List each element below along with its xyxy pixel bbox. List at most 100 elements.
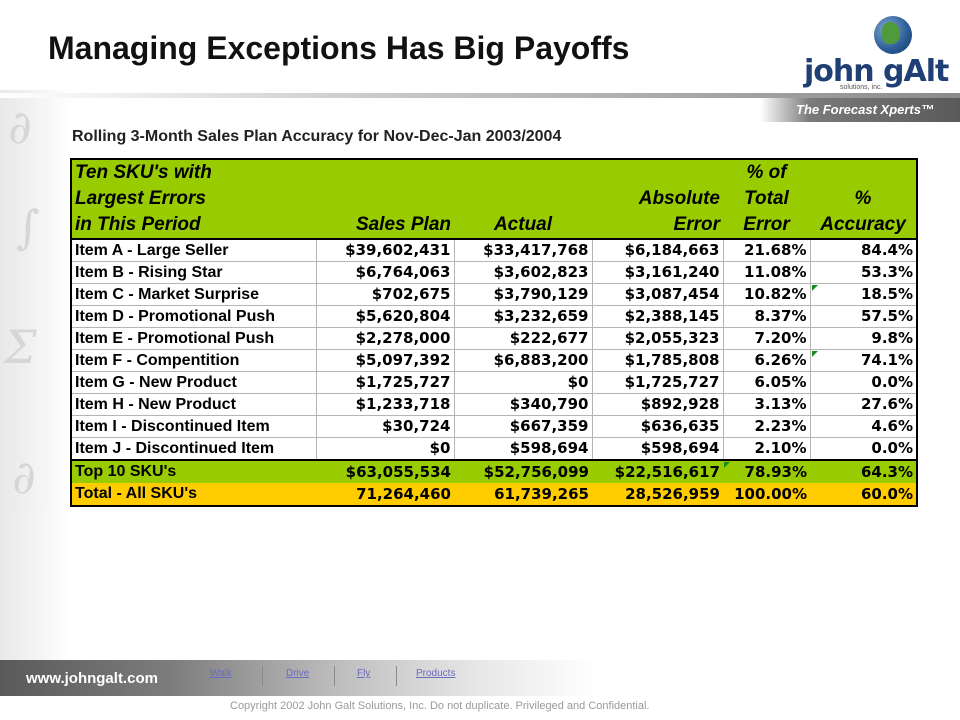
sku-name-cell: Top 10 SKU's xyxy=(71,459,316,483)
nav-link-fly[interactable]: Fly xyxy=(357,668,371,679)
deco-glyph: ∂ xyxy=(8,100,32,154)
actual-cell: $3,790,129 xyxy=(453,283,593,306)
sku-name-cell: Item J - Discontinued Item xyxy=(70,437,317,461)
nav-separator xyxy=(334,666,335,686)
header-row: Largest Errors Absolute Total % xyxy=(71,186,917,212)
accuracy-cell: 18.5% xyxy=(809,283,918,306)
sku-name-cell: Item C - Market Surprise xyxy=(70,283,317,306)
accuracy-cell: 0.0% xyxy=(809,371,918,394)
sales-plan-cell: $30,724 xyxy=(315,415,455,438)
total-summary-row: Total - All SKU's 71,264,460 61,739,265 … xyxy=(71,483,917,507)
header-cell xyxy=(592,159,723,186)
header-cell: % of xyxy=(723,159,810,186)
table-row: Item C - Market Surprise $702,675 $3,790… xyxy=(70,283,918,306)
absolute-error-cell: 28,526,959 xyxy=(592,483,723,507)
sales-plan-cell: $0 xyxy=(315,437,455,461)
actual-cell: $667,359 xyxy=(453,415,593,438)
absolute-error-cell: $1,725,727 xyxy=(591,371,724,394)
footer-band xyxy=(0,660,960,696)
header-row: in This Period Sales Plan Actual Error E… xyxy=(71,212,917,239)
sku-name-cell: Total - All SKU's xyxy=(71,483,316,507)
accuracy-cell: 0.0% xyxy=(809,437,918,461)
pct-total-error-cell: 10.82% xyxy=(722,283,811,306)
header-cell xyxy=(454,159,592,186)
absolute-error-cell: $892,928 xyxy=(591,393,724,416)
table-row: Item H - New Product $1,233,718 $340,790… xyxy=(70,393,918,416)
sku-name-cell: Item G - New Product xyxy=(70,371,317,394)
header-cell: Largest Errors xyxy=(71,186,316,212)
top10-summary-row: Top 10 SKU's $63,055,534 $52,756,099 $22… xyxy=(71,459,917,483)
absolute-error-cell: $22,516,617 xyxy=(592,459,723,483)
absolute-error-cell: $598,694 xyxy=(591,437,724,461)
sales-plan-cell: $2,278,000 xyxy=(315,327,455,350)
pct-total-error-cell: 21.68% xyxy=(722,238,811,262)
accuracy-cell: 27.6% xyxy=(809,393,918,416)
pct-total-error-cell: 6.05% xyxy=(722,371,811,394)
globe-icon xyxy=(874,16,912,54)
sales-plan-cell: $6,764,063 xyxy=(315,261,455,284)
accuracy-cell: 57.5% xyxy=(809,305,918,328)
logo-subtext: solutions, inc. xyxy=(840,84,883,91)
header-cell: Error xyxy=(723,212,810,239)
sales-plan-cell: $1,725,727 xyxy=(315,371,455,394)
table-row: Item G - New Product $1,725,727 $0 $1,72… xyxy=(70,371,918,394)
table-row: Item F - Compentition $5,097,392 $6,883,… xyxy=(70,349,918,372)
accuracy-cell: 53.3% xyxy=(809,261,918,284)
actual-cell: $6,883,200 xyxy=(453,349,593,372)
actual-cell: $598,694 xyxy=(453,437,593,461)
absolute-error-cell: $3,087,454 xyxy=(591,283,724,306)
pct-total-error-cell: 11.08% xyxy=(722,261,811,284)
absolute-error-cell: $6,184,663 xyxy=(591,238,724,262)
actual-cell: $3,602,823 xyxy=(453,261,593,284)
header-cell: Accuracy xyxy=(810,212,917,239)
absolute-error-cell: $2,388,145 xyxy=(591,305,724,328)
actual-cell: $0 xyxy=(453,371,593,394)
header-cell xyxy=(316,186,454,212)
pct-total-error-cell: 3.13% xyxy=(722,393,811,416)
accuracy-table: Ten SKU's with % of Largest Errors Absol… xyxy=(70,158,918,507)
header-cell: Sales Plan xyxy=(316,212,454,239)
deco-glyph: ∂ xyxy=(12,450,36,504)
accuracy-cell: 9.8% xyxy=(809,327,918,350)
header-cell xyxy=(316,159,454,186)
accuracy-cell: 60.0% xyxy=(810,483,917,507)
deco-glyph: Σ xyxy=(4,320,37,374)
header-cell: in This Period xyxy=(71,212,316,239)
absolute-error-cell: $2,055,323 xyxy=(591,327,724,350)
sku-name-cell: Item F - Compentition xyxy=(70,349,317,372)
sku-name-cell: Item A - Large Seller xyxy=(70,238,317,262)
actual-cell: $33,417,768 xyxy=(453,238,593,262)
pct-total-error-cell: 78.93% xyxy=(723,459,810,483)
nav-separator xyxy=(396,666,397,686)
nav-link-walk[interactable]: Walk xyxy=(210,668,232,679)
accuracy-cell: 4.6% xyxy=(809,415,918,438)
sku-name-cell: Item D - Promotional Push xyxy=(70,305,317,328)
accuracy-cell: 64.3% xyxy=(810,459,917,483)
tagline-banner: The Forecast Xperts™ xyxy=(760,98,960,122)
pct-total-error-cell: 2.23% xyxy=(722,415,811,438)
absolute-error-cell: $1,785,808 xyxy=(591,349,724,372)
sales-plan-cell: $702,675 xyxy=(315,283,455,306)
logo-wordmark: john gAlt xyxy=(804,54,949,89)
nav-link-drive[interactable]: Drive xyxy=(286,668,310,679)
header-cell: Error xyxy=(592,212,723,239)
nav-link-products[interactable]: Products xyxy=(416,668,456,679)
sku-name-cell: Item H - New Product xyxy=(70,393,317,416)
table-row: Item E - Promotional Push $2,278,000 $22… xyxy=(70,327,918,350)
nav-separator xyxy=(262,666,263,686)
header-cell xyxy=(454,186,592,212)
absolute-error-cell: $636,635 xyxy=(591,415,724,438)
copyright-notice: Copyright 2002 John Galt Solutions, Inc.… xyxy=(230,700,650,712)
header-divider xyxy=(0,93,960,98)
header-cell xyxy=(810,159,917,186)
page-title: Managing Exceptions Has Big Payoffs xyxy=(48,30,630,66)
header-cell: Ten SKU's with xyxy=(71,159,316,186)
absolute-error-cell: $3,161,240 xyxy=(591,261,724,284)
pct-total-error-cell: 2.10% xyxy=(722,437,811,461)
accuracy-cell: 84.4% xyxy=(809,238,918,262)
actual-cell: $340,790 xyxy=(453,393,593,416)
actual-cell: $222,677 xyxy=(453,327,593,350)
table-row: Item J - Discontinued Item $0 $598,694 $… xyxy=(70,437,918,461)
table-row: Item A - Large Seller $39,602,431 $33,41… xyxy=(70,238,918,262)
sales-plan-cell: $5,620,804 xyxy=(315,305,455,328)
